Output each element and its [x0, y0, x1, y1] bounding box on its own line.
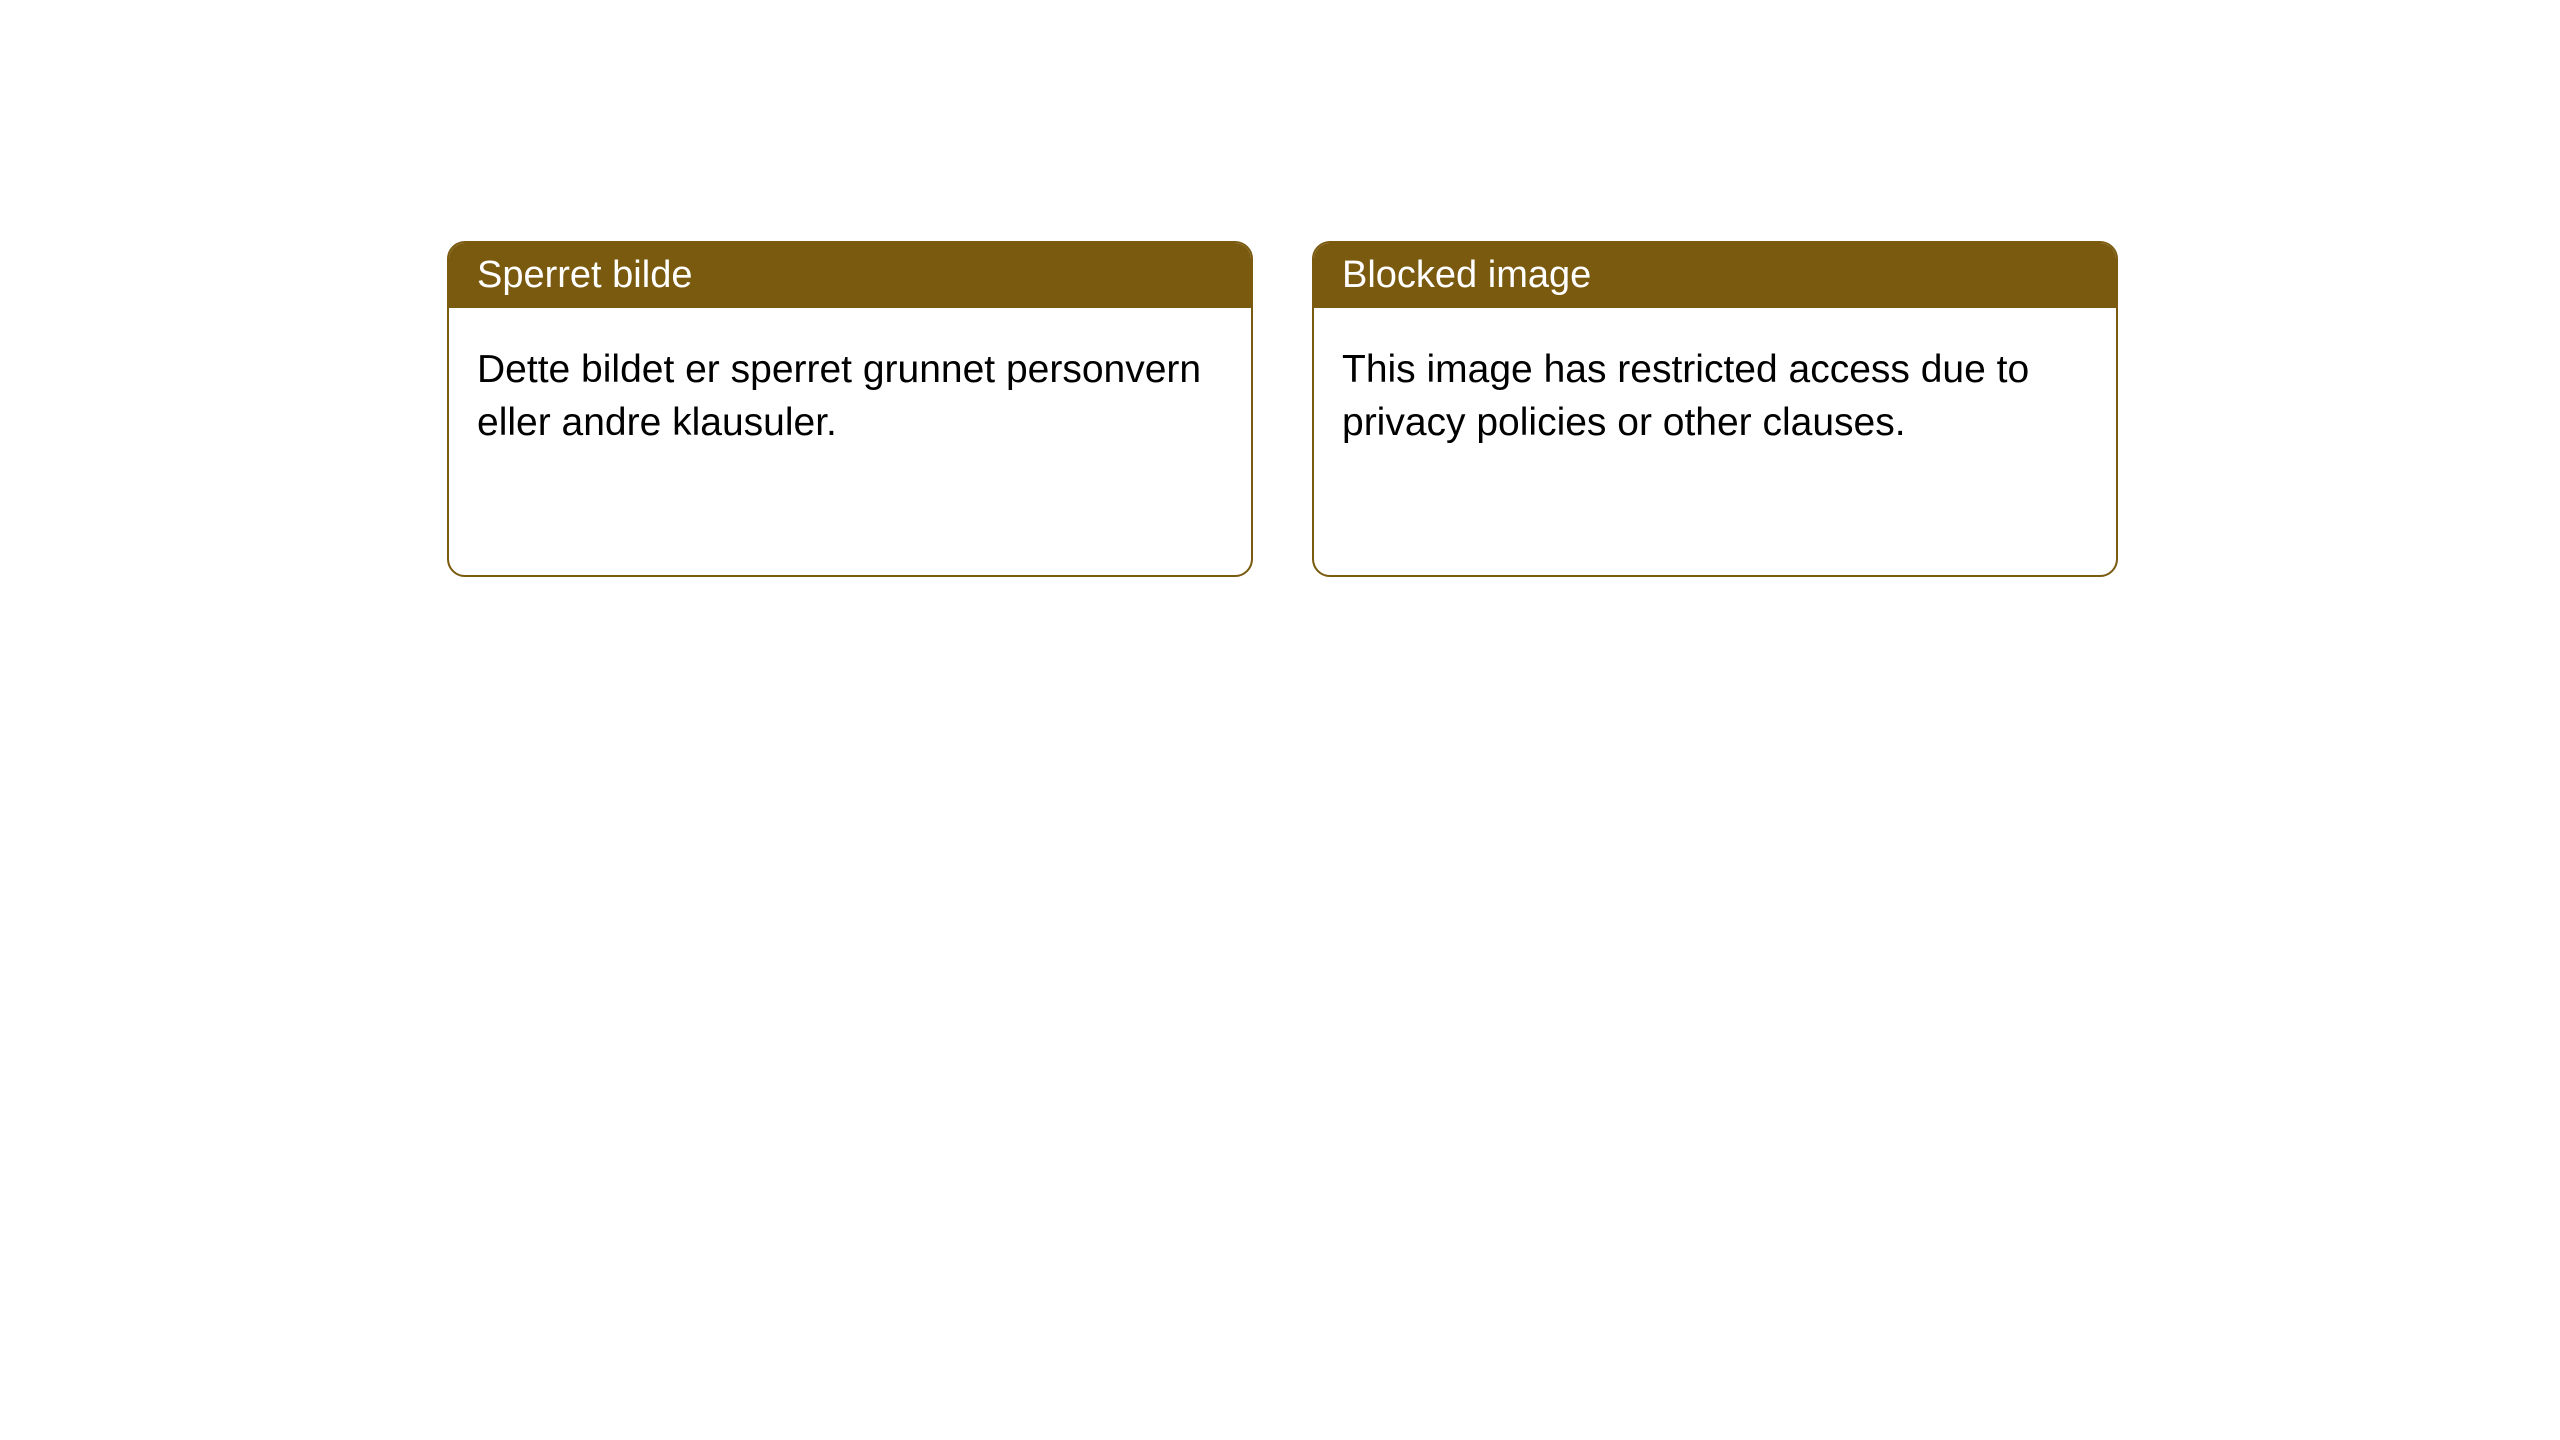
blocked-image-card-no: Sperret bilde Dette bildet er sperret gr… [447, 241, 1253, 577]
card-header-no: Sperret bilde [449, 243, 1251, 308]
blocked-image-card-en: Blocked image This image has restricted … [1312, 241, 2118, 577]
card-body-en: This image has restricted access due to … [1314, 308, 2116, 485]
card-header-en: Blocked image [1314, 243, 2116, 308]
card-body-no: Dette bildet er sperret grunnet personve… [449, 308, 1251, 485]
blocked-image-cards: Sperret bilde Dette bildet er sperret gr… [447, 241, 2118, 577]
